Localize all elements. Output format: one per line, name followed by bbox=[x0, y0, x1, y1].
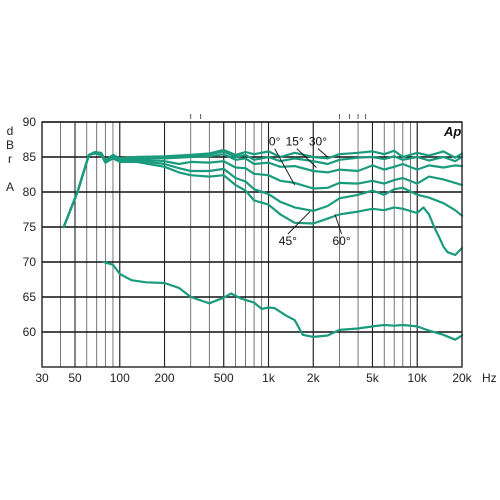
y-tick-labels: 90 85 80 75 70 65 60 bbox=[23, 115, 37, 339]
x-tick-label: 2k bbox=[307, 371, 321, 385]
ap-logo: Ap bbox=[443, 124, 461, 139]
y-tick-label: 70 bbox=[23, 255, 37, 269]
y-axis-label-letter: r bbox=[8, 152, 12, 166]
angle-label: 30° bbox=[309, 135, 327, 149]
leader-line bbox=[274, 148, 296, 186]
angle-annotations: 0° 15° 30° 45° 60° bbox=[269, 135, 351, 248]
y-tick-label: 60 bbox=[23, 325, 37, 339]
y-axis-label-letter: A bbox=[6, 180, 14, 194]
x-unit-label: Hz bbox=[482, 371, 497, 385]
y-tick-label: 80 bbox=[23, 185, 37, 199]
angle-label: 45° bbox=[279, 234, 297, 248]
y-tick-label: 65 bbox=[23, 290, 37, 304]
x-tick-label: 50 bbox=[68, 371, 82, 385]
y-tick-label: 85 bbox=[23, 150, 37, 164]
x-tick-label: 10k bbox=[408, 371, 428, 385]
y-axis-label-letter: d bbox=[7, 124, 14, 138]
y-axis-label-letter: B bbox=[6, 138, 14, 152]
angle-label: 15° bbox=[286, 135, 304, 149]
x-tick-label: 20k bbox=[452, 371, 472, 385]
leader-lines bbox=[274, 148, 343, 235]
x-tick-labels: 30 50 100 200 500 1k 2k 5k 10k 20k bbox=[35, 371, 472, 385]
angle-label: 0° bbox=[269, 135, 281, 149]
angle-label: 60° bbox=[332, 234, 350, 248]
leader-line bbox=[317, 148, 328, 158]
x-tick-label: 1k bbox=[262, 371, 276, 385]
leader-line bbox=[287, 211, 311, 235]
plot-frame bbox=[41, 121, 463, 368]
series-layer bbox=[62, 148, 464, 341]
series-line-6 bbox=[102, 260, 464, 341]
y-tick-label: 75 bbox=[23, 220, 37, 234]
leader-line bbox=[296, 148, 317, 168]
x-tick-label: 5k bbox=[366, 371, 380, 385]
x-tick-label: 500 bbox=[214, 371, 234, 385]
x-tick-label: 30 bbox=[35, 371, 49, 385]
series-line-5 bbox=[62, 152, 464, 257]
x-tick-label: 200 bbox=[155, 371, 175, 385]
x-tick-label: 100 bbox=[110, 371, 130, 385]
leader-line bbox=[334, 214, 343, 235]
series-line-2 bbox=[62, 151, 464, 229]
y-tick-label: 90 bbox=[23, 115, 37, 129]
